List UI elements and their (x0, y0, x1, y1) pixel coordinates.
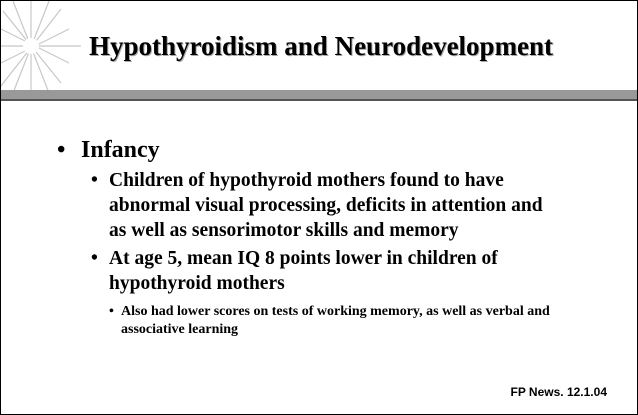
title: Hypothyroidism and Neurodevelopment (89, 31, 554, 61)
bullet: • (91, 170, 98, 191)
bullet: • (57, 137, 66, 163)
bullet: • (91, 248, 98, 269)
bullet-text: Infancy (81, 137, 160, 163)
footer: FP News. 12.1.04 (510, 385, 607, 399)
bullet-text: Also had lower scores on tests of workin… (121, 304, 550, 337)
bullet-text: Children of hypothyroid mothers found to… (109, 170, 543, 241)
bullet-text: At age 5, mean IQ 8 points lower in chil… (109, 248, 498, 294)
bullet: • (109, 304, 114, 319)
